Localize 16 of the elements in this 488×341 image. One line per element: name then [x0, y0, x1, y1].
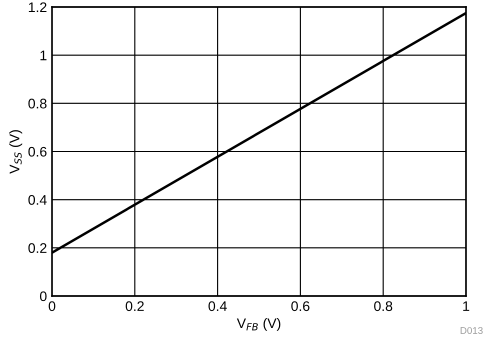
y-tick-label: 0.8	[28, 98, 47, 109]
y-tick-label: 0.6	[28, 146, 47, 157]
y-axis-title: V$_{SS}$ (V)	[9, 130, 22, 174]
y-tick-label: 1	[40, 50, 46, 60]
x-tick-label: 0.6	[291, 301, 310, 312]
x-tick-label: 1	[463, 301, 470, 311]
y-tick-label: 1.2	[28, 2, 46, 12]
x-tick-label: 0.2	[126, 301, 144, 312]
y-tick-label: 0.4	[28, 195, 47, 205]
x-tick-label: 0	[48, 301, 56, 312]
y-tick-label: 0	[40, 291, 47, 302]
y-tick-label: 0.2	[28, 243, 46, 254]
x-axis-title: V$_{FB}$ (V)	[236, 318, 280, 331]
x-tick-label: 0.4	[208, 301, 227, 312]
x-tick-label: 0.8	[374, 301, 392, 312]
text: D013	[460, 327, 483, 334]
